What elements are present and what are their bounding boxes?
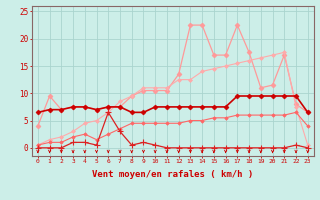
X-axis label: Vent moyen/en rafales ( km/h ): Vent moyen/en rafales ( km/h ) [92, 170, 253, 179]
